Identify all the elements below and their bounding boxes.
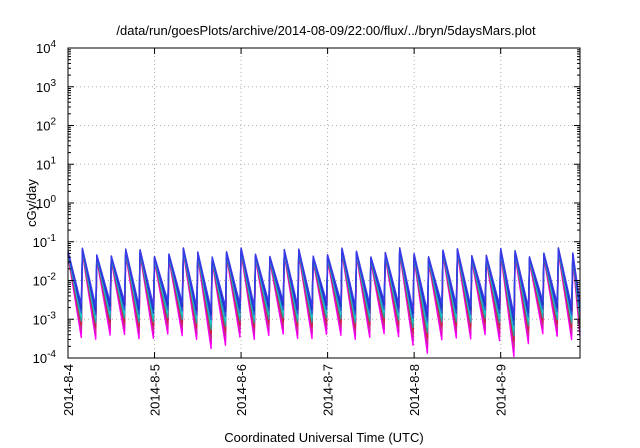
y-tick-label: 104 [36, 39, 56, 56]
x-tick-label: 2014-8-7 [321, 364, 336, 416]
y-tick-label: 101 [36, 155, 56, 172]
y-tick-label: 102 [36, 117, 56, 134]
series-group [67, 247, 581, 358]
x-tick-label: 2014-8-6 [234, 364, 249, 416]
y-tick-label: 103 [36, 78, 56, 95]
y-axis-label: cGy/day [24, 179, 39, 227]
x-tick-label: 2014-8-4 [61, 364, 76, 416]
y-tick-label: 10-3 [33, 310, 57, 327]
x-axis-label: Coordinated Universal Time (UTC) [224, 430, 423, 445]
y-tick-label: 10-4 [33, 349, 57, 366]
y-tick-label: 10-2 [33, 272, 57, 289]
x-tick-label: 2014-8-8 [407, 364, 422, 416]
y-tick-label: 10-1 [33, 233, 57, 250]
y-tick-label: 100 [36, 194, 56, 211]
y-axis: 10-4 10-3 10-2 10-1 100 101 102 103 104 [33, 39, 580, 366]
x-tick-label: 2014-8-5 [148, 364, 163, 416]
x-tick-label: 2014-8-9 [494, 364, 509, 416]
series-line [67, 247, 581, 316]
chart-title: /data/run/goesPlots/archive/2014-08-09/2… [116, 23, 536, 38]
x-axis: 2014-8-4 2014-8-5 2014-8-6 2014-8-7 2014-8-8… [61, 48, 509, 416]
